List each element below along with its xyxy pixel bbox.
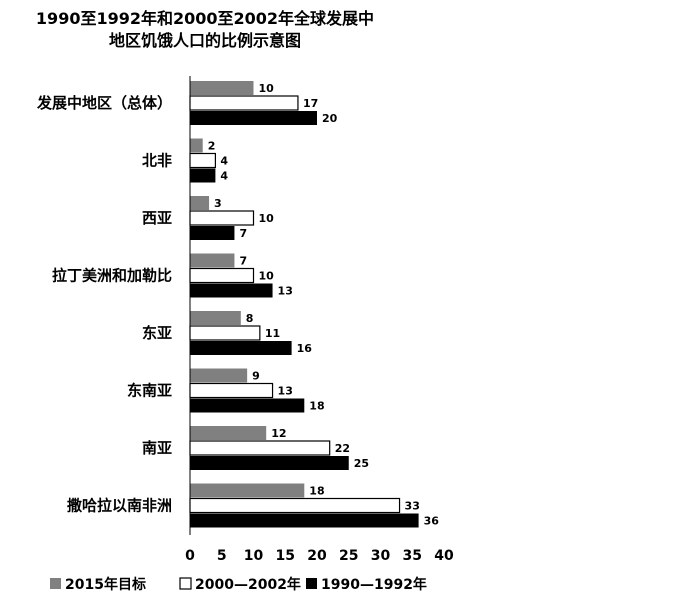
bar-2 [189,440,331,456]
bar-3 [190,398,305,413]
data-label: 11 [265,327,280,340]
bar-3 [190,111,317,125]
legend-swatch-2 [179,577,192,590]
bar-2 [189,267,255,284]
legend-swatch-3 [306,578,317,589]
bar-3 [190,513,419,528]
data-label: 7 [239,227,247,240]
category-label: 东亚 [142,324,172,342]
x-tick-label: 10 [244,548,264,564]
category-label: 东南亚 [127,382,172,400]
bar-1 [190,368,248,383]
data-label: 16 [297,342,313,355]
category-label: 撒哈拉以南非洲 [67,497,172,515]
data-label: 4 [220,170,228,183]
data-label: 3 [214,197,222,210]
data-label: 22 [335,442,350,455]
bar-1 [190,483,305,498]
data-label: 9 [252,370,260,383]
data-label: 12 [271,427,286,440]
data-label: 10 [259,82,275,95]
x-tick-label: 25 [339,548,358,564]
x-tick-label: 30 [371,548,391,564]
x-tick-label: 15 [276,548,295,564]
category-label: 南亚 [142,439,172,457]
data-label: 13 [278,385,293,398]
legend-label-3: 1990—1992年 [321,576,427,593]
data-label: 13 [278,285,293,298]
x-tick-label: 20 [307,548,327,564]
data-label: 10 [259,212,275,225]
bar-1 [190,311,241,325]
bar-1 [190,81,254,95]
data-label: 25 [354,457,369,470]
x-axis-ticks: 0 5 10 15 20 25 30 35 40 [185,548,454,564]
bar-2 [189,210,255,226]
bar-3 [190,341,292,355]
bar-3 [190,226,235,240]
title-line-1: 1990至1992年和2000至2002年全球发展中 [36,9,374,28]
bar-3 [190,283,273,298]
category-label: 西亚 [142,209,172,227]
data-label: 4 [220,155,228,168]
bar-2 [189,497,401,514]
bar-2 [189,152,216,169]
bar-1 [190,138,203,153]
bar-2 [189,382,274,399]
data-label: 18 [309,485,324,498]
bar-1 [190,196,210,210]
data-label: 17 [303,97,318,110]
x-tick-label: 35 [403,548,422,564]
x-tick-label: 0 [185,548,195,564]
title-line-2: 地区饥饿人口的比例示意图 [109,31,301,50]
category-label: 北非 [142,152,172,170]
bar-2 [189,325,261,341]
bar-1 [190,253,235,268]
data-label: 20 [322,112,338,125]
data-label: 33 [405,500,420,513]
bar-1 [190,426,267,440]
bar-3 [190,168,216,183]
bar-3 [190,456,349,470]
x-tick-label: 5 [217,548,227,564]
bar-2 [189,95,299,111]
legend: 2015年目标 2000—2002年 1990—1992年 [50,576,427,593]
x-tick-label: 40 [434,548,454,564]
category-label: 拉丁美洲和加勒比 [52,267,172,285]
bars [189,81,419,528]
legend-label-1: 2015年目标 [65,576,146,593]
legend-swatch-1 [50,578,61,589]
data-label: 18 [309,400,324,413]
data-label: 2 [208,140,216,153]
data-label: 36 [424,515,440,528]
category-label: 发展中地区（总体） [36,94,172,112]
data-label: 7 [239,255,247,268]
data-label: 8 [246,312,254,325]
legend-label-2: 2000—2002年 [195,576,301,593]
data-label: 10 [259,270,275,283]
